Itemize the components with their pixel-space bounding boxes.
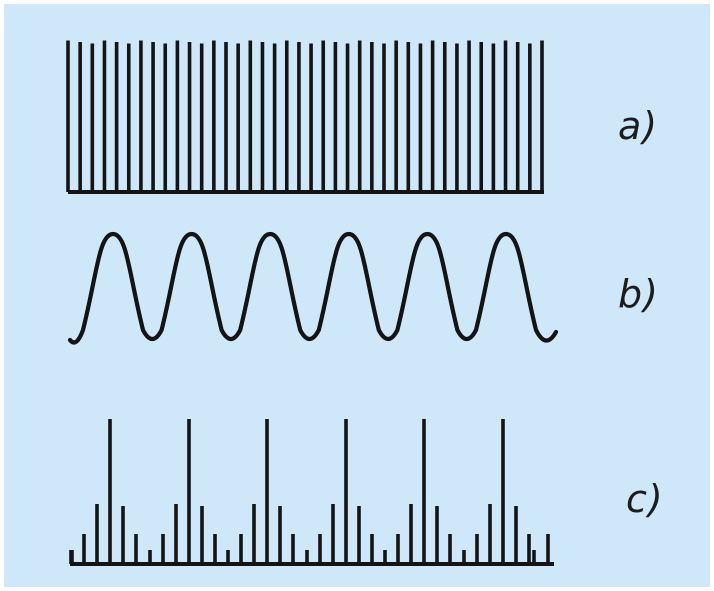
figure-drawing	[66, 40, 559, 566]
label-a: a)	[618, 104, 659, 148]
panel-c-spectrum	[69, 419, 554, 566]
panel-b-wave-path	[67, 231, 559, 345]
panel-b-wave	[67, 231, 559, 345]
panel-a-line-grating	[66, 40, 544, 194]
label-b: b)	[618, 272, 659, 316]
label-c: c)	[626, 477, 664, 521]
figure-canvas: a) b) c)	[4, 4, 710, 587]
